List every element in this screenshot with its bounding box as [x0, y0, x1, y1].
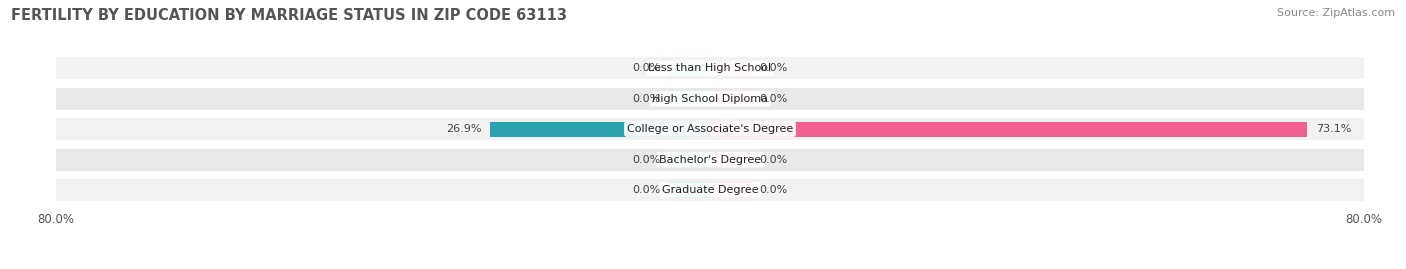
Text: Source: ZipAtlas.com: Source: ZipAtlas.com: [1277, 8, 1395, 18]
Bar: [56, 118, 1364, 140]
Text: 0.0%: 0.0%: [633, 155, 661, 165]
Legend: Married, Unmarried: Married, Unmarried: [628, 266, 792, 269]
Bar: [669, 182, 710, 198]
Text: 0.0%: 0.0%: [633, 63, 661, 73]
Text: 0.0%: 0.0%: [759, 94, 787, 104]
Bar: [669, 152, 710, 167]
Text: 26.9%: 26.9%: [447, 124, 482, 134]
Bar: [710, 91, 751, 106]
Text: College or Associate's Degree: College or Associate's Degree: [627, 124, 793, 134]
Bar: [669, 91, 710, 106]
Text: Graduate Degree: Graduate Degree: [662, 185, 758, 195]
Text: FERTILITY BY EDUCATION BY MARRIAGE STATUS IN ZIP CODE 63113: FERTILITY BY EDUCATION BY MARRIAGE STATU…: [11, 8, 567, 23]
Bar: [710, 182, 751, 198]
Bar: [56, 179, 1364, 201]
Text: 0.0%: 0.0%: [633, 94, 661, 104]
Bar: [710, 122, 1308, 137]
Text: Less than High School: Less than High School: [648, 63, 772, 73]
Text: 0.0%: 0.0%: [759, 63, 787, 73]
Text: 0.0%: 0.0%: [759, 155, 787, 165]
Text: 73.1%: 73.1%: [1316, 124, 1351, 134]
Bar: [491, 122, 710, 137]
Bar: [710, 152, 751, 167]
Bar: [710, 61, 751, 76]
Bar: [669, 61, 710, 76]
Text: High School Diploma: High School Diploma: [652, 94, 768, 104]
Bar: [56, 88, 1364, 110]
Bar: [56, 57, 1364, 79]
Bar: [56, 148, 1364, 171]
Text: 0.0%: 0.0%: [759, 185, 787, 195]
Text: Bachelor's Degree: Bachelor's Degree: [659, 155, 761, 165]
Text: 0.0%: 0.0%: [633, 185, 661, 195]
